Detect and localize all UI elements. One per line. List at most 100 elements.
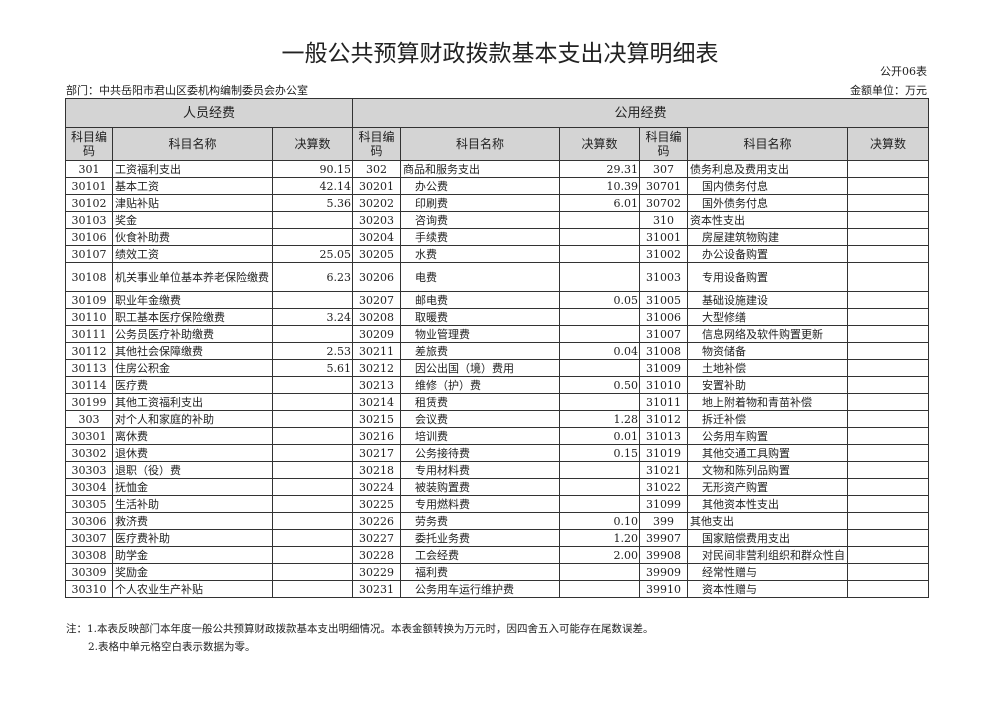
- cell-name: 资本性支出: [687, 211, 848, 229]
- cell-code: 30209: [352, 325, 401, 343]
- cell-amount: 10.39: [559, 177, 640, 195]
- cell-name: 其他交通工具购置: [687, 444, 848, 462]
- table-row: 30301 离休费 30216 培训费 0.01 31013 公务用车购置: [65, 427, 929, 445]
- cell-amount: [847, 228, 929, 246]
- cell-amount: [559, 245, 640, 263]
- footnotes: 注：1.本表反映部门本年度一般公共预算财政拨款基本支出明细情况。本表金额转换为万…: [66, 620, 654, 656]
- table-row: 30110 职工基本医疗保险缴费 3.24 30208 取暖费 31006 大型修缮: [65, 308, 929, 326]
- cell-name: 地上附着物和青苗补偿: [687, 393, 848, 411]
- table-row: 30102 津贴补贴 5.36 30202 印刷费 6.01 30702 国外债务付息: [65, 194, 929, 212]
- cell-name: 基本工资: [112, 177, 273, 195]
- cell-code: 30309: [65, 563, 113, 581]
- table-row: 30101 基本工资 42.14 30201 办公费 10.39 30701 国内债务付息: [65, 177, 929, 195]
- cell-name: 无形资产购置: [687, 478, 848, 496]
- cell-name: 物业管理费: [400, 325, 560, 343]
- cell-amount: [272, 529, 353, 547]
- cell-amount: [847, 495, 929, 513]
- cell-name: 奖励金: [112, 563, 273, 581]
- note-2: 2.表格中单元格空白表示数据为零。: [88, 641, 256, 653]
- department-label: 部门：中共岳阳市君山区委机构编制委员会办公室: [66, 84, 308, 97]
- cell-code: 30307: [65, 529, 113, 547]
- cell-code: 30108: [65, 262, 113, 292]
- cell-amount: [559, 393, 640, 411]
- table-row: 30307 医疗费补助 30227 委托业务费 1.20 39907 国家赔偿费用支出: [65, 529, 929, 547]
- cell-amount: [272, 291, 353, 309]
- cell-name: 职业年金缴费: [112, 291, 273, 309]
- note-1: 注：1.本表反映部门本年度一般公共预算财政拨款基本支出明细情况。本表金额转换为万…: [66, 623, 654, 635]
- cell-code: 30204: [352, 228, 401, 246]
- table-row: 30112 其他社会保障缴费 2.53 30211 差旅费 0.04 31008 物资储备: [65, 342, 929, 360]
- cell-amount: 0.05: [559, 291, 640, 309]
- cell-name: 房屋建筑物购建: [687, 228, 848, 246]
- cell-code: 31006: [639, 308, 688, 326]
- cell-amount: [847, 342, 929, 360]
- cell-code: 30206: [352, 262, 401, 292]
- cell-name: 信息网络及软件购置更新: [687, 325, 848, 343]
- table-row: 30111 公务员医疗补助缴费 30209 物业管理费 31007 信息网络及软件购置更新: [65, 325, 929, 343]
- cell-amount: [559, 461, 640, 479]
- cell-code: 30211: [352, 342, 401, 360]
- cell-amount: [272, 325, 353, 343]
- cell-code: 30226: [352, 512, 401, 530]
- unit-label: 金额单位：万元: [850, 84, 927, 97]
- cell-name: 医疗费: [112, 376, 273, 394]
- table-row: 30305 生活补助 30225 专用燃料费 31099 其他资本性支出: [65, 495, 929, 513]
- cell-code: 31009: [639, 359, 688, 377]
- cell-name: 生活补助: [112, 495, 273, 513]
- table-row: 30302 退休费 30217 公务接待费 0.15 31019 其他交通工具购置: [65, 444, 929, 462]
- cell-code: 30224: [352, 478, 401, 496]
- cell-amount: 1.20: [559, 529, 640, 547]
- table-row: 30199 其他工资福利支出 30214 租赁费 31011 地上附着物和青苗补偿: [65, 393, 929, 411]
- cell-name: 离休费: [112, 427, 273, 445]
- cell-amount: 5.61: [272, 359, 353, 377]
- cell-amount: [559, 262, 640, 292]
- cell-code: 30107: [65, 245, 113, 263]
- cell-amount: [847, 262, 929, 292]
- cell-name: 租赁费: [400, 393, 560, 411]
- cell-code: 31010: [639, 376, 688, 394]
- cell-amount: 3.24: [272, 308, 353, 326]
- cell-name: 拆迁补偿: [687, 410, 848, 428]
- table-row: 30309 奖励金 30229 福利费 39909 经常性赠与: [65, 563, 929, 581]
- cell-amount: [272, 478, 353, 496]
- cell-name: 退休费: [112, 444, 273, 462]
- cell-name: 对民间非营利组织和群众性自: [687, 546, 848, 564]
- cell-amount: [559, 325, 640, 343]
- cell-amount: 2.00: [559, 546, 640, 564]
- cell-amount: [847, 359, 929, 377]
- cell-amount: [847, 444, 929, 462]
- table-row: 30106 伙食补助费 30204 手续费 31001 房屋建筑物购建: [65, 228, 929, 246]
- cell-name: 专用燃料费: [400, 495, 560, 513]
- cell-code: 30101: [65, 177, 113, 195]
- cell-amount: [272, 376, 353, 394]
- cell-code: 31005: [639, 291, 688, 309]
- header-name: 科目名称: [687, 127, 848, 161]
- cell-code: 30199: [65, 393, 113, 411]
- cell-amount: 29.31: [559, 160, 640, 178]
- cell-name: 国外债务付息: [687, 194, 848, 212]
- cell-name: 绩效工资: [112, 245, 273, 263]
- cell-code: 30102: [65, 194, 113, 212]
- table-row: 30304 抚恤金 30224 被装购置费 31022 无形资产购置: [65, 478, 929, 496]
- cell-amount: [559, 563, 640, 581]
- cell-amount: 2.53: [272, 342, 353, 360]
- table-row: 30109 职业年金缴费 30207 邮电费 0.05 31005 基础设施建设: [65, 291, 929, 309]
- cell-code: 31001: [639, 228, 688, 246]
- cell-name: 劳务费: [400, 512, 560, 530]
- cell-code: 39907: [639, 529, 688, 547]
- cell-name: 安置补助: [687, 376, 848, 394]
- cell-name: 公务用车运行维护费: [400, 580, 560, 598]
- cell-name: 咨询费: [400, 211, 560, 229]
- cell-code: 30303: [65, 461, 113, 479]
- table-row: 30306 救济费 30226 劳务费 0.10 399 其他支出: [65, 512, 929, 530]
- cell-code: 30305: [65, 495, 113, 513]
- cell-amount: [272, 393, 353, 411]
- cell-name: 退职（役）费: [112, 461, 273, 479]
- table-row: 30103 奖金 30203 咨询费 310 资本性支出: [65, 211, 929, 229]
- cell-amount: [847, 291, 929, 309]
- cell-name: 物资储备: [687, 342, 848, 360]
- cell-amount: 0.15: [559, 444, 640, 462]
- cell-name: 电费: [400, 262, 560, 292]
- cell-code: 30228: [352, 546, 401, 564]
- cell-code: 30229: [352, 563, 401, 581]
